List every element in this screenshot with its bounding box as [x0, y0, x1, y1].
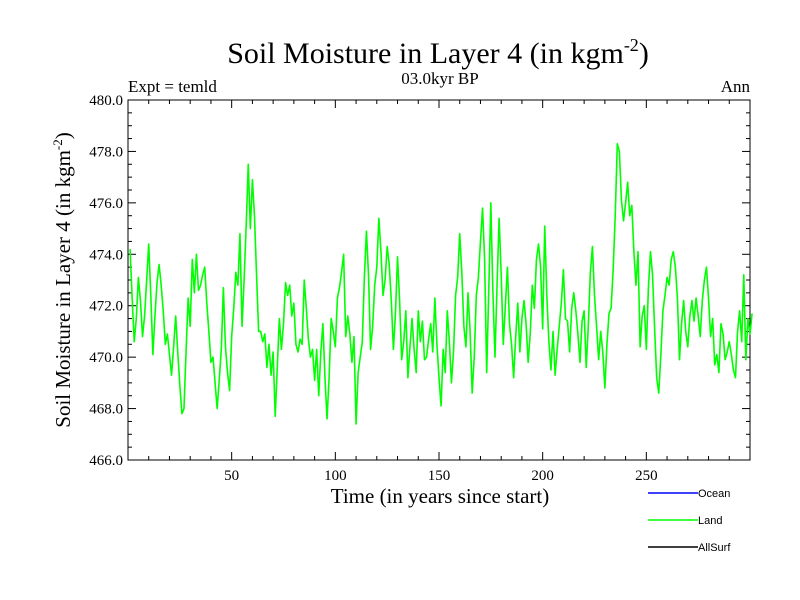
- y-tick-label: 478.0: [89, 144, 123, 160]
- x-axis-label: Time (in years since start): [331, 484, 550, 508]
- y-tick-label: 476.0: [89, 196, 123, 212]
- y-tick-label: 470.0: [89, 350, 123, 366]
- x-axis-ticks: 50 100 150 200 250: [148, 100, 730, 484]
- plot-frame: [127, 99, 751, 461]
- legend-ocean-label: Ocean: [698, 488, 730, 500]
- y-tick-label: 468.0: [89, 402, 123, 418]
- series-line-land: [129, 142, 753, 425]
- y-tick-label: 472.0: [89, 299, 123, 315]
- x-tick-label: 50: [224, 468, 239, 484]
- legend-land-label: Land: [698, 515, 722, 527]
- series-group: [129, 142, 753, 425]
- y-tick-label: 466.0: [89, 453, 123, 469]
- y-axis-label: Soil Moisture in Layer 4 (in kgm-2): [50, 132, 75, 427]
- y-axis-ticks: 466.0 468.0 470.0 472.0 474.0 476.0 478.0 480.0: [89, 93, 750, 469]
- x-tick-label: 150: [428, 468, 451, 484]
- experiment-label: Expt = temld: [128, 77, 217, 96]
- legend-allsurf-label: AllSurf: [698, 542, 731, 554]
- period-label: 03.0kyr BP: [401, 69, 478, 88]
- season-label: Ann: [721, 77, 751, 96]
- y-tick-label: 480.0: [89, 93, 123, 109]
- x-tick-label: 100: [324, 468, 347, 484]
- x-tick-label: 200: [531, 468, 554, 484]
- chart-title: Soil Moisture in Layer 4 (in kgm-2): [227, 35, 649, 70]
- y-tick-label: 474.0: [89, 247, 123, 263]
- legend: Ocean Land AllSurf: [648, 488, 731, 554]
- x-tick-label: 250: [635, 468, 658, 484]
